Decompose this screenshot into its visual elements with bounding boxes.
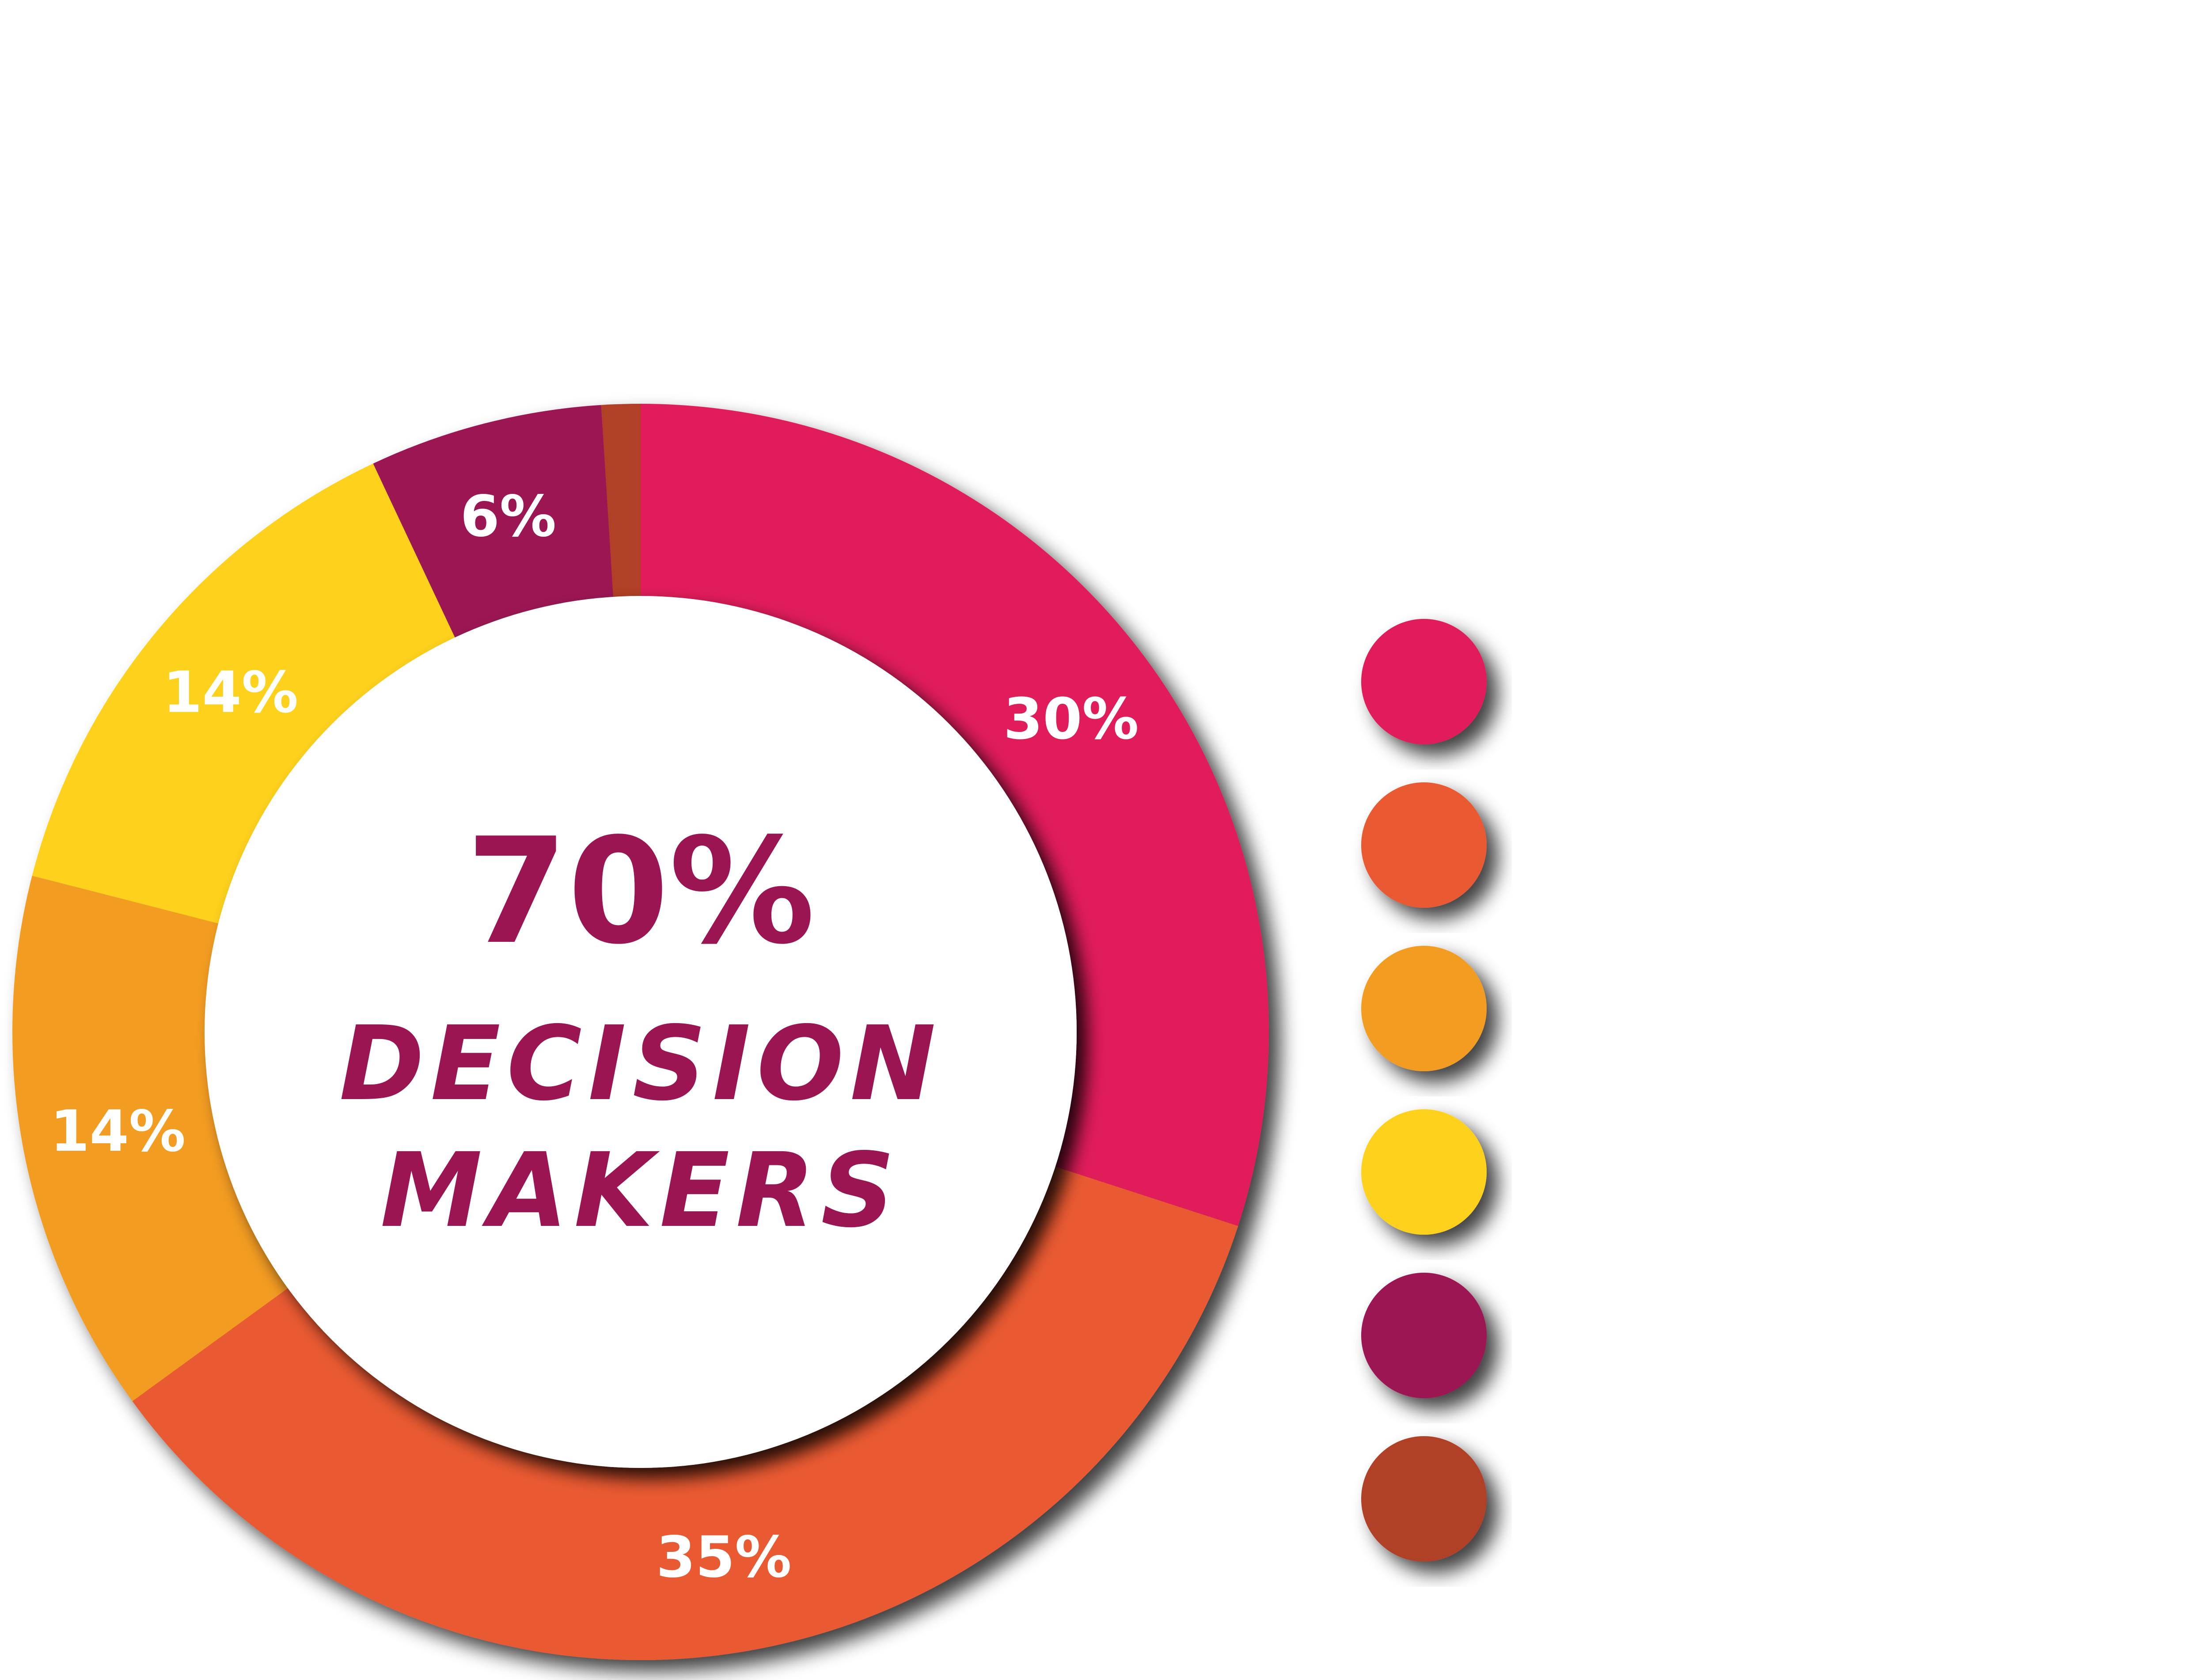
legend-swatch-2 [1361,782,1487,908]
legend-swatch-5 [1361,1273,1487,1398]
legend-swatch-6 [1361,1436,1487,1562]
slice-label-1: 30% [1003,686,1139,752]
center-caption-line-2: MAKERS [380,1131,901,1250]
center-value: 70% [466,807,815,976]
legend-swatch-4 [1361,1109,1487,1235]
slice-labels: 30% 35% 14% 14% 6% [50,484,1139,1590]
legend-swatch-1 [1361,619,1487,744]
slice-label-3: 14% [50,1099,186,1164]
slice-label-4: 14% [163,660,298,726]
center-caption-line-1: DECISION [339,1004,942,1123]
slice-label-5: 6% [460,484,556,550]
legend-swatch-3 [1361,946,1487,1071]
legend [1361,619,1487,1562]
donut-center-hole [205,596,1077,1468]
slice-label-2: 35% [656,1525,791,1590]
